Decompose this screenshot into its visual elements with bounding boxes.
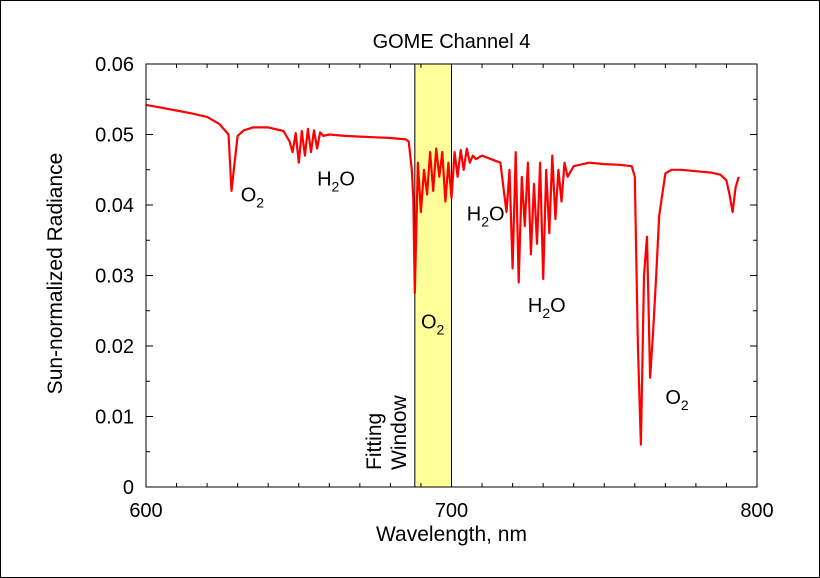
fitting-window-label-line2: Window	[388, 394, 411, 470]
x-axis-title: Wavelength, nm	[376, 523, 527, 546]
x-tick-label: 700	[435, 500, 468, 522]
x-tick-label: 800	[740, 500, 773, 522]
x-tick-label: 600	[129, 500, 162, 522]
series-layer	[145, 103, 740, 446]
y-tick-label: 0.03	[95, 266, 134, 288]
fitting-window-band	[414, 63, 452, 488]
y-tick-label: 0.01	[95, 407, 134, 429]
fitting-window-layer	[414, 63, 452, 488]
species-annotation: O2	[241, 184, 265, 210]
y-tick-label: 0.06	[95, 54, 134, 76]
species-annotation: O2	[421, 311, 445, 337]
y-tick-label: 0.02	[95, 336, 134, 358]
chart-title: GOME Channel 4	[373, 31, 531, 53]
fitting-window-label: Fitting Window	[363, 394, 411, 470]
species-annotation: H2O	[317, 168, 355, 194]
y-tick-label: 0.05	[95, 125, 134, 147]
y-tick-label: 0	[123, 477, 134, 499]
tick-labels: 600 700 800 0 0.01 0.02 0.03 0.04 0.05 0.06	[95, 54, 774, 522]
spectrum-line-0	[145, 103, 740, 446]
species-annotation: H2O	[467, 204, 505, 230]
y-tick-label: 0.04	[95, 195, 134, 217]
annotations: O2 H2O H2O O2 H2O O2	[241, 168, 689, 413]
fitting-window-label-line1: Fitting	[363, 413, 386, 470]
plot-area-border	[145, 63, 758, 488]
y-axis-title: Sun-normalized Radiance	[44, 153, 67, 395]
species-annotation: H2O	[528, 295, 566, 321]
species-annotation: O2	[665, 387, 689, 413]
